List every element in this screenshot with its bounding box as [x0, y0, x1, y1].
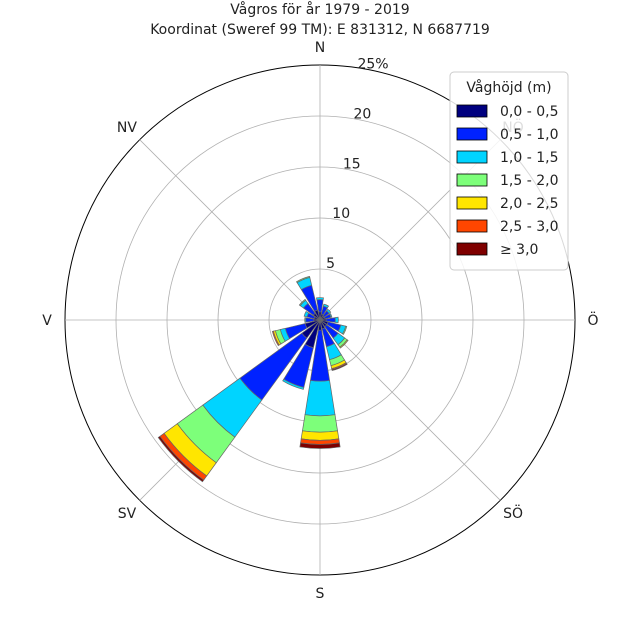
compass-label-n: N [315, 40, 325, 56]
legend-swatch [456, 242, 488, 256]
compass-label-w: V [42, 313, 52, 329]
legend-swatch [456, 173, 488, 187]
radial-tick-labels: 5 10 15 20 25% [326, 57, 388, 273]
rose-bar-segment [300, 430, 340, 441]
legend-label: 2,0 - 2,5 [500, 196, 558, 212]
legend-label: 0,5 - 1,0 [500, 127, 558, 143]
rose-bar-segment [342, 325, 348, 335]
rose-bar-segment [316, 297, 324, 301]
rose-bar-segment [304, 380, 336, 417]
radial-tick-label: 15 [343, 156, 361, 172]
legend-title: Våghöjd (m) [466, 79, 551, 96]
rose-bar-segment [334, 316, 339, 324]
rose-bar-segment [303, 310, 310, 318]
radial-tick-label: 25% [357, 57, 388, 73]
polar-grid-spoke [319, 319, 501, 501]
polar-grid-spoke [139, 139, 321, 321]
legend-swatch [456, 219, 488, 233]
compass-label-sw: SV [118, 506, 137, 522]
rose-bars [157, 275, 349, 483]
compass-label-nw: NV [117, 120, 137, 136]
legend-label: ≥ 3,0 [500, 242, 538, 258]
legend-label: 1,5 - 2,0 [500, 173, 558, 189]
legend-swatch [456, 104, 488, 118]
rose-bar-segment [339, 339, 349, 349]
radial-tick-label: 20 [353, 106, 371, 122]
legend-swatch [456, 196, 488, 210]
rose-bar-segment [302, 414, 338, 433]
rose-bar-segment [326, 308, 332, 314]
legend-swatch [456, 127, 488, 141]
rose-bar-segment [331, 363, 348, 372]
rose-bar-segment [304, 317, 307, 323]
rose-bar-segment [329, 313, 333, 318]
radial-tick-label: 10 [332, 206, 350, 222]
compass-label-e: Ö [587, 311, 598, 329]
chart-title-line1: Vågros för år 1979 - 2019 [230, 1, 409, 18]
rose-bar-segment [271, 330, 280, 347]
radial-tick-label: 5 [326, 256, 335, 272]
rose-bar-segment [296, 275, 311, 284]
compass-label-se: SÖ [503, 504, 523, 522]
rose-bar-segment [322, 303, 330, 309]
rose-bar-segment [298, 298, 307, 307]
chart-title-line2: Koordinat (Sweref 99 TM): E 831312, N 66… [150, 22, 490, 38]
rose-bar-segment [157, 435, 205, 483]
rose-bar-segment [282, 378, 305, 390]
legend-label: 0,0 - 0,5 [500, 104, 558, 120]
rose-bar-segment [299, 442, 341, 449]
legend-label: 1,0 - 1,5 [500, 150, 558, 166]
legend-label: 2,5 - 3,0 [500, 219, 558, 235]
compass-label-s: S [316, 586, 325, 602]
legend-frame [449, 71, 569, 271]
legend-swatch [456, 150, 488, 164]
legend: Våghöjd (m) 0,0 - 0,5 0,5 - 1,0 1,0 - 1,5 1… [449, 71, 569, 271]
